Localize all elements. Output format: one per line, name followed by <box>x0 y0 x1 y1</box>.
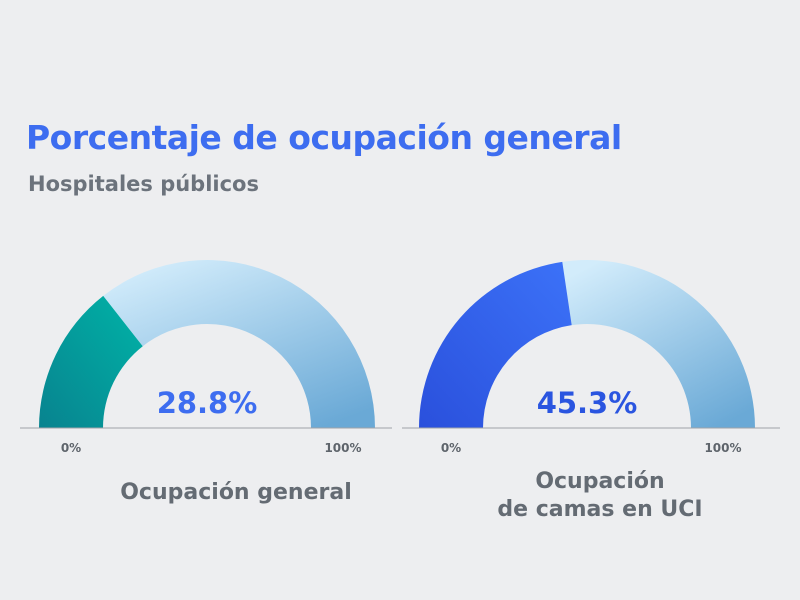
chart-subtitle: Hospitales públicos <box>28 172 259 196</box>
gauge-fill <box>419 261 572 428</box>
gauge-min-label: 0% <box>61 441 81 455</box>
gauge-uci: 45.3% 0% 100% <box>419 259 755 455</box>
gauge-caption-uci: Ocupación de camas en UCI <box>497 469 703 522</box>
gauge-track <box>562 259 755 428</box>
gauge-fill <box>39 295 143 428</box>
gauge-value-label: 28.8% <box>157 386 258 420</box>
gauge-general: 28.8% 0% 100% <box>39 259 375 455</box>
chart-title: Porcentaje de ocupación general <box>26 118 622 157</box>
gauge-max-label: 100% <box>324 441 361 455</box>
gauge-track <box>103 259 375 428</box>
gauge-value-label: 45.3% <box>537 386 638 420</box>
gauge-min-label: 0% <box>441 441 461 455</box>
gauge-caption-general: Ocupación general <box>120 480 352 505</box>
gauge-max-label: 100% <box>704 441 741 455</box>
